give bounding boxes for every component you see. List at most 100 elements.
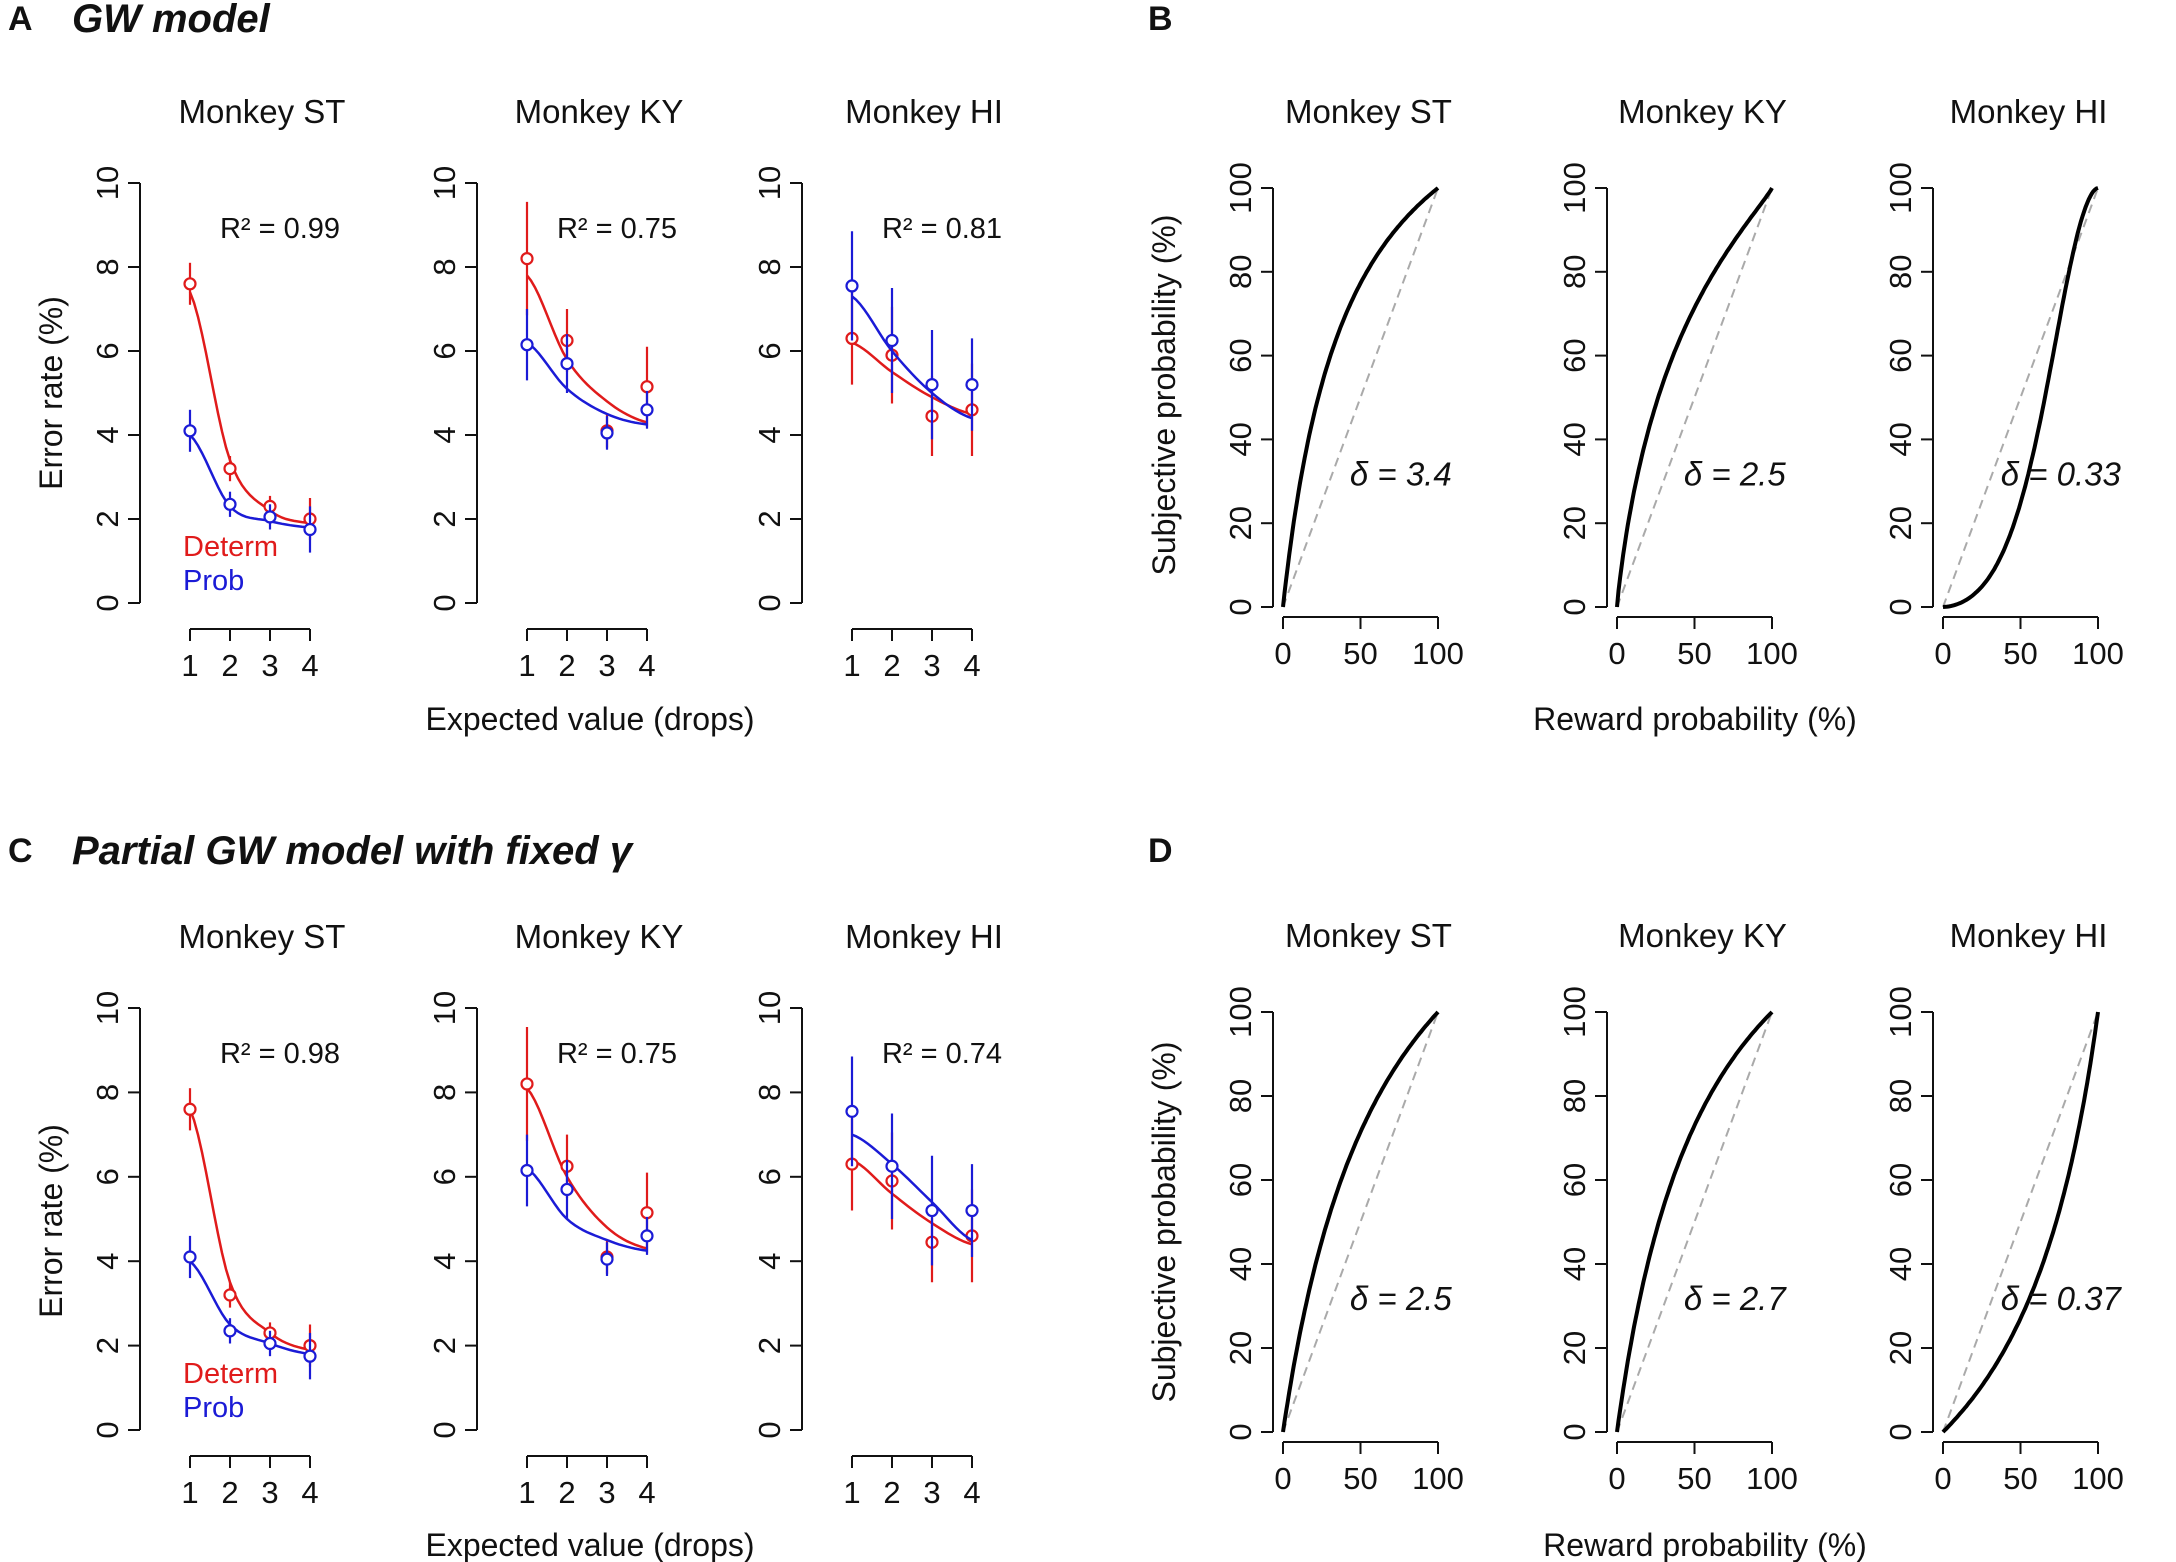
y-tick-label: 0 xyxy=(1223,598,1258,615)
y-tick-label: 10 xyxy=(752,991,787,1025)
fit-curve-prob xyxy=(189,1260,311,1356)
x-tick-label: 50 xyxy=(1343,636,1377,671)
subplot-title: Monkey ST xyxy=(1285,93,1452,130)
x-tick-label: 4 xyxy=(638,1475,655,1510)
weighting-curve xyxy=(1281,186,1440,608)
x-tick-label: 0 xyxy=(1608,636,1625,671)
x-tick-label: 100 xyxy=(1412,1461,1464,1496)
y-tick-label: 0 xyxy=(1883,1423,1918,1440)
x-tick-label: 1 xyxy=(518,1475,535,1510)
data-point-prob xyxy=(223,497,237,511)
data-point-determ xyxy=(183,277,197,291)
y-tick-label: 10 xyxy=(90,166,125,200)
panel-letter-b: B xyxy=(1148,0,1173,38)
data-point-prob xyxy=(520,338,534,352)
y-tick-label: 2 xyxy=(752,1337,787,1354)
y-tick-label: 40 xyxy=(1557,422,1592,456)
y-tick-label: 4 xyxy=(90,1253,125,1270)
x-tick-label: 50 xyxy=(1343,1461,1377,1496)
weighting-curve xyxy=(1941,1011,2100,1434)
subplot-title: Monkey ST xyxy=(179,93,346,130)
y-tick-label: 0 xyxy=(90,594,125,611)
x-tick-label: 50 xyxy=(2003,1461,2037,1496)
subplot-title: Monkey ST xyxy=(1285,917,1452,954)
y-tick-label: 80 xyxy=(1223,1079,1258,1113)
delta-label: δ = 0.37 xyxy=(2001,1280,2123,1317)
x-tick-label: 100 xyxy=(1746,1461,1798,1496)
y-tick-label: 6 xyxy=(752,1168,787,1185)
y-tick-label: 10 xyxy=(427,991,462,1025)
y-tick-label: 10 xyxy=(752,166,787,200)
data-point-determ xyxy=(520,1077,534,1091)
y-tick-label: 80 xyxy=(1883,1079,1918,1113)
x-tick-label: 100 xyxy=(1746,636,1798,671)
x-tick-label: 4 xyxy=(638,648,655,683)
delta-label: δ = 2.7 xyxy=(1684,1280,1787,1317)
x-tick-label: 2 xyxy=(558,1475,575,1510)
x-tick-label: 3 xyxy=(598,648,615,683)
y-tick-label: 6 xyxy=(427,1168,462,1185)
x-tick-label: 100 xyxy=(1412,636,1464,671)
data-point-prob xyxy=(600,1252,614,1266)
y-tick-label: 2 xyxy=(90,1337,125,1354)
y-tick-label: 20 xyxy=(1557,1331,1592,1365)
y-tick-label: 4 xyxy=(90,426,125,443)
x-tick-label: 3 xyxy=(923,648,940,683)
y-tick-label: 0 xyxy=(752,1421,787,1438)
data-point-prob xyxy=(520,1163,534,1178)
r-squared-label: R² = 0.75 xyxy=(557,1038,677,1070)
x-tick-label: 1 xyxy=(843,1475,860,1510)
y-tick-label: 80 xyxy=(1557,255,1592,289)
legend-prob-a: Prob xyxy=(183,565,244,597)
y-tick-label: 80 xyxy=(1223,255,1258,289)
x-tick-label: 2 xyxy=(883,1475,900,1510)
identity-diagonal xyxy=(1616,187,1773,608)
y-tick-label: 4 xyxy=(427,426,462,443)
y-tick-label: 6 xyxy=(90,342,125,359)
data-point-determ xyxy=(640,380,654,394)
r-squared-label: R² = 0.99 xyxy=(220,213,340,245)
legend-determ-a: Determ xyxy=(183,531,278,563)
fit-curve-prob xyxy=(189,434,311,529)
chart-b-st: Monkey ST 0 20 40 60 80 100 0 50 100 δ = 3.4 xyxy=(1223,93,1464,671)
x-tick-label: 0 xyxy=(1274,1461,1291,1496)
data-point-prob xyxy=(925,378,939,392)
y-tick-label: 0 xyxy=(1557,598,1592,615)
x-tick-label: 4 xyxy=(301,1475,318,1510)
y-tick-label: 100 xyxy=(1883,162,1918,214)
panel-title-c: Partial GW model with fixed γ xyxy=(72,829,635,873)
fit-curve-determ xyxy=(188,1108,311,1352)
x-tick-label: 2 xyxy=(221,648,238,683)
x-tick-label: 2 xyxy=(883,648,900,683)
data-point-determ xyxy=(223,462,237,476)
chart-d-ky: Monkey KY 0 20 40 60 80 100 0 50 100 δ = 2.7 xyxy=(1557,917,1798,1496)
fit-curve-prob xyxy=(851,1133,973,1242)
data-point-prob xyxy=(845,279,859,293)
data-point-prob xyxy=(263,510,277,524)
r-squared-label: R² = 0.74 xyxy=(882,1038,1002,1070)
subplot-title: Monkey KY xyxy=(1618,93,1787,130)
prob-ylabel-d: Subjective probability (%) xyxy=(1146,1041,1182,1402)
fit-curve-determ xyxy=(851,341,973,416)
legend-determ-c: Determ xyxy=(183,1358,278,1390)
identity-diagonal xyxy=(1942,1011,2099,1433)
y-tick-label: 4 xyxy=(752,1253,787,1270)
data-point-prob xyxy=(640,1229,654,1243)
data-point-prob xyxy=(640,403,654,417)
data-point-prob xyxy=(600,426,614,440)
data-point-prob xyxy=(183,424,197,438)
y-tick-label: 100 xyxy=(1223,162,1258,214)
prob-xlabel-d: Reward probability (%) xyxy=(1543,1527,1867,1562)
y-tick-label: 6 xyxy=(427,342,462,359)
y-tick-label: 0 xyxy=(1223,1423,1258,1440)
y-tick-label: 6 xyxy=(90,1168,125,1185)
data-point-prob xyxy=(560,1182,574,1197)
data-point-prob xyxy=(885,333,899,348)
y-tick-label: 4 xyxy=(752,426,787,443)
data-point-prob xyxy=(885,1159,899,1173)
x-tick-label: 2 xyxy=(558,648,575,683)
